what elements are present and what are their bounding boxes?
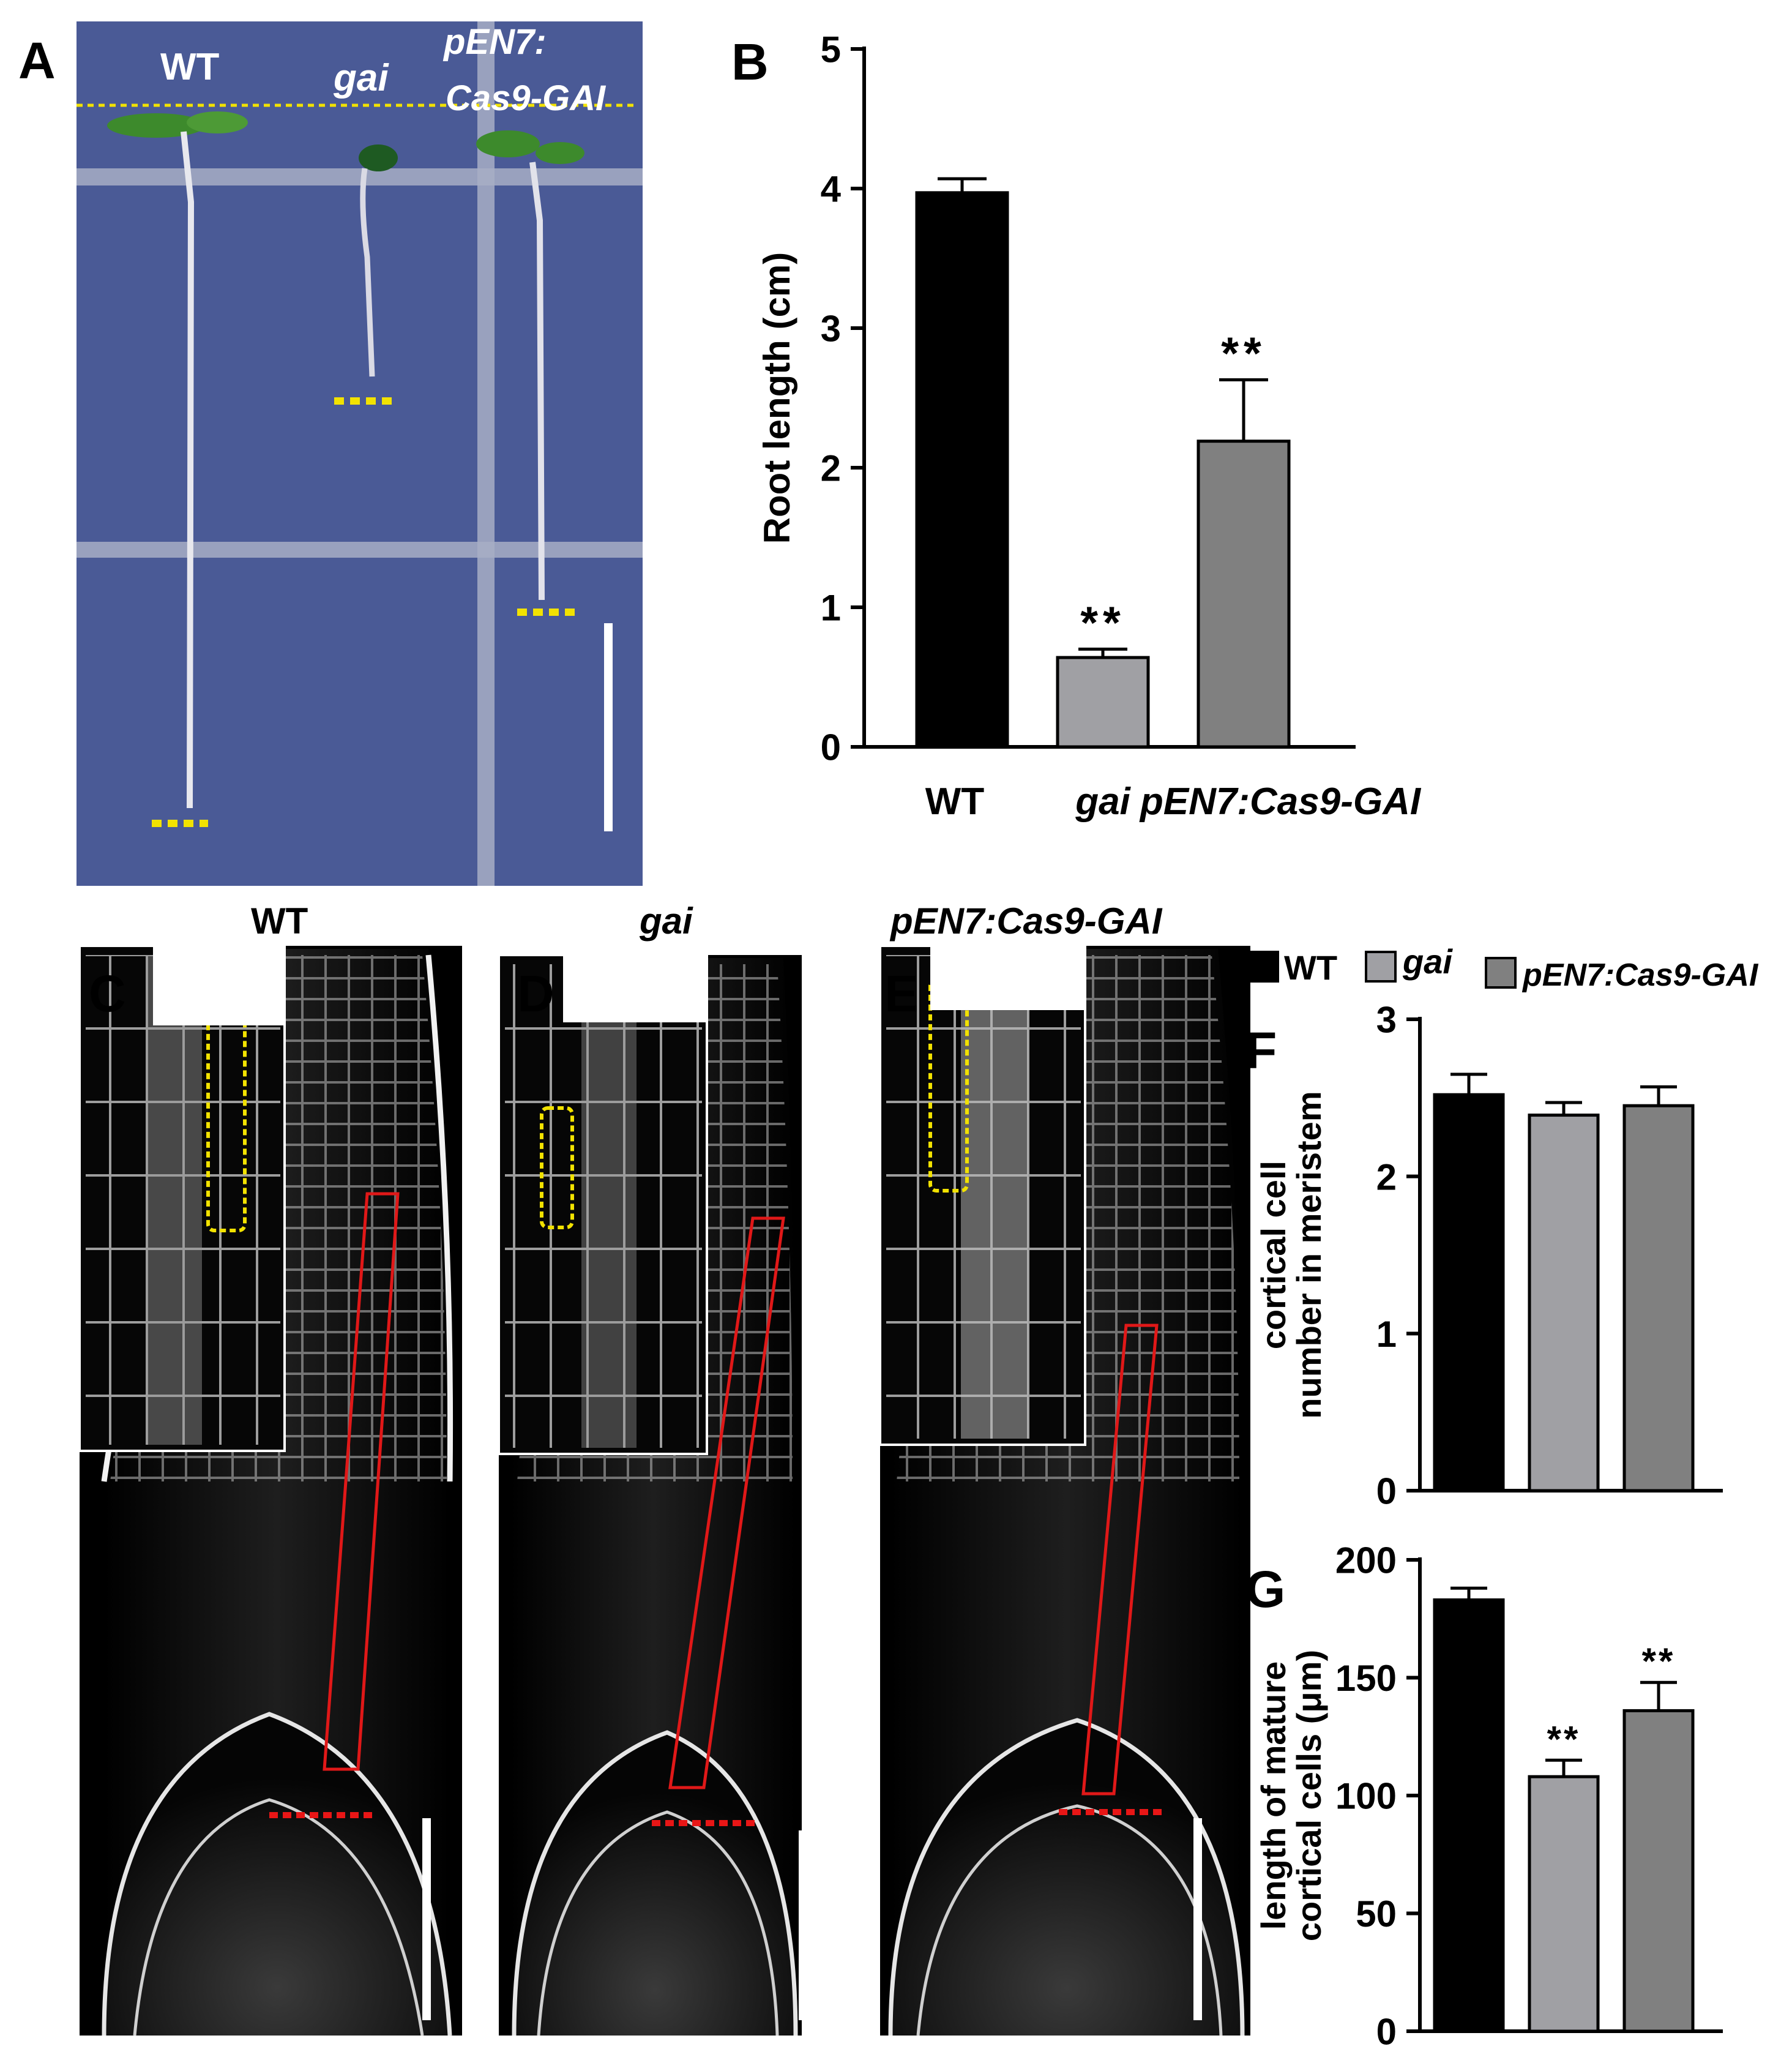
y-tick-label: 150 xyxy=(1335,1658,1397,1699)
y-tick-label: 1 xyxy=(1376,1314,1397,1355)
significance-mark: ** xyxy=(1547,1718,1581,1759)
y-tick-label: 50 xyxy=(1356,1893,1397,1935)
legend-label-gai: gai xyxy=(1402,942,1453,981)
scale-bar xyxy=(422,1818,431,2020)
panel-e-title: pEN7:Cas9-GAI xyxy=(889,901,1163,942)
agar-plate-background xyxy=(77,21,643,886)
y-axis-label: length of mature xyxy=(1254,1661,1293,1930)
panel-a-seedling-photo: A WT gai pEN7: Cas xyxy=(18,21,643,886)
label-patch xyxy=(563,955,707,1022)
chart-b-root-length: 0 1 2 3 4 5 WT ** gai ** pEN7:Cas9-GAI Root length … xyxy=(756,29,1422,823)
panel-e-micrograph: E xyxy=(879,945,1250,2036)
x-category-label: pEN7:Cas9-GAI xyxy=(1139,781,1422,823)
panel-c-title: WT xyxy=(251,901,308,942)
y-tick-label: 3 xyxy=(821,309,841,350)
bar-1 xyxy=(1056,656,1150,749)
bar-2 xyxy=(1622,1709,1695,2033)
panel-label-c: C xyxy=(89,965,126,1022)
bar-1 xyxy=(1528,1775,1600,2033)
panel-label-e: E xyxy=(884,965,919,1022)
wt-seedling xyxy=(107,111,248,809)
y-tick-label: 0 xyxy=(1376,1471,1397,1512)
panel-label-g: G xyxy=(1245,1560,1285,1618)
photo-label-gai: gai xyxy=(333,57,389,99)
panel-c-micrograph: C xyxy=(78,945,462,2036)
scale-bar xyxy=(1193,1818,1202,2020)
bar-0 xyxy=(915,191,1009,749)
y-tick-label: 2 xyxy=(1376,1156,1397,1197)
y-axis-label: cortical cells (μm) xyxy=(1290,1650,1328,1941)
y-tick-label: 0 xyxy=(1376,2012,1397,2053)
bar-1 xyxy=(1528,1114,1600,1493)
y-tick-label: 3 xyxy=(1376,1000,1397,1041)
x-category-label: gai xyxy=(1075,781,1131,823)
plate-grid-line xyxy=(477,21,495,886)
x-category-label: WT xyxy=(925,781,985,823)
photo-label-cas9-gai: Cas9-GAI xyxy=(446,78,607,118)
legend-label-wt: WT xyxy=(1284,948,1337,987)
gai-seedling xyxy=(359,144,398,377)
y-axis-label: number in meristem xyxy=(1290,1091,1328,1418)
significance-mark: ** xyxy=(1080,597,1126,648)
y-tick-label: 5 xyxy=(821,29,841,70)
panel-label-f: F xyxy=(1245,1022,1277,1079)
chart-g-mature-cell-length: 0 50 100 150 200 ** ** length of maturecortical… xyxy=(1254,1540,1723,2053)
y-axis-label: Root length (cm) xyxy=(756,252,797,544)
panel-d-micrograph: D xyxy=(498,954,807,2036)
y-tick-label: 200 xyxy=(1335,1540,1397,1581)
panel-label-b: B xyxy=(731,33,769,91)
legend-label-pen7: pEN7:Cas9-GAI xyxy=(1521,957,1759,993)
photo-label-wt: WT xyxy=(160,46,220,88)
bar-0 xyxy=(1433,1093,1505,1493)
legend-swatch-pen7 xyxy=(1485,957,1517,989)
photo-label-pen7: pEN7: xyxy=(442,22,547,62)
y-tick-label: 2 xyxy=(821,448,841,489)
significance-mark: ** xyxy=(1221,328,1266,378)
plate-grid-line xyxy=(77,542,643,558)
legend-swatch-wt xyxy=(1247,951,1279,983)
legend-swatch-gai xyxy=(1365,951,1397,983)
panel-label-d: D xyxy=(517,965,554,1022)
y-tick-label: 100 xyxy=(1335,1776,1397,1817)
legend: WT gai pEN7:Cas9-GAI xyxy=(1247,942,1759,993)
y-axis-label: cortical cell xyxy=(1254,1161,1293,1349)
pen7-seedling xyxy=(476,130,584,601)
y-tick-label: 1 xyxy=(821,588,841,629)
bar-2 xyxy=(1622,1104,1695,1493)
scale-bar xyxy=(604,623,613,831)
inset-cell-outline xyxy=(540,1106,574,1229)
confocal-micrographs: C WT D gai xyxy=(78,901,1250,2036)
y-tick-label: 4 xyxy=(821,169,842,210)
scale-bar xyxy=(799,1830,807,2020)
y-tick-label: 0 xyxy=(821,727,841,768)
significance-mark: ** xyxy=(1642,1641,1676,1682)
panel-label-a: A xyxy=(18,32,56,89)
panel-d-title: gai xyxy=(639,901,693,942)
label-patch xyxy=(153,946,285,1025)
label-patch xyxy=(930,946,1085,1010)
bar-0 xyxy=(1433,1598,1505,2033)
bar-2 xyxy=(1197,440,1291,749)
plate-grid-line xyxy=(77,168,643,185)
